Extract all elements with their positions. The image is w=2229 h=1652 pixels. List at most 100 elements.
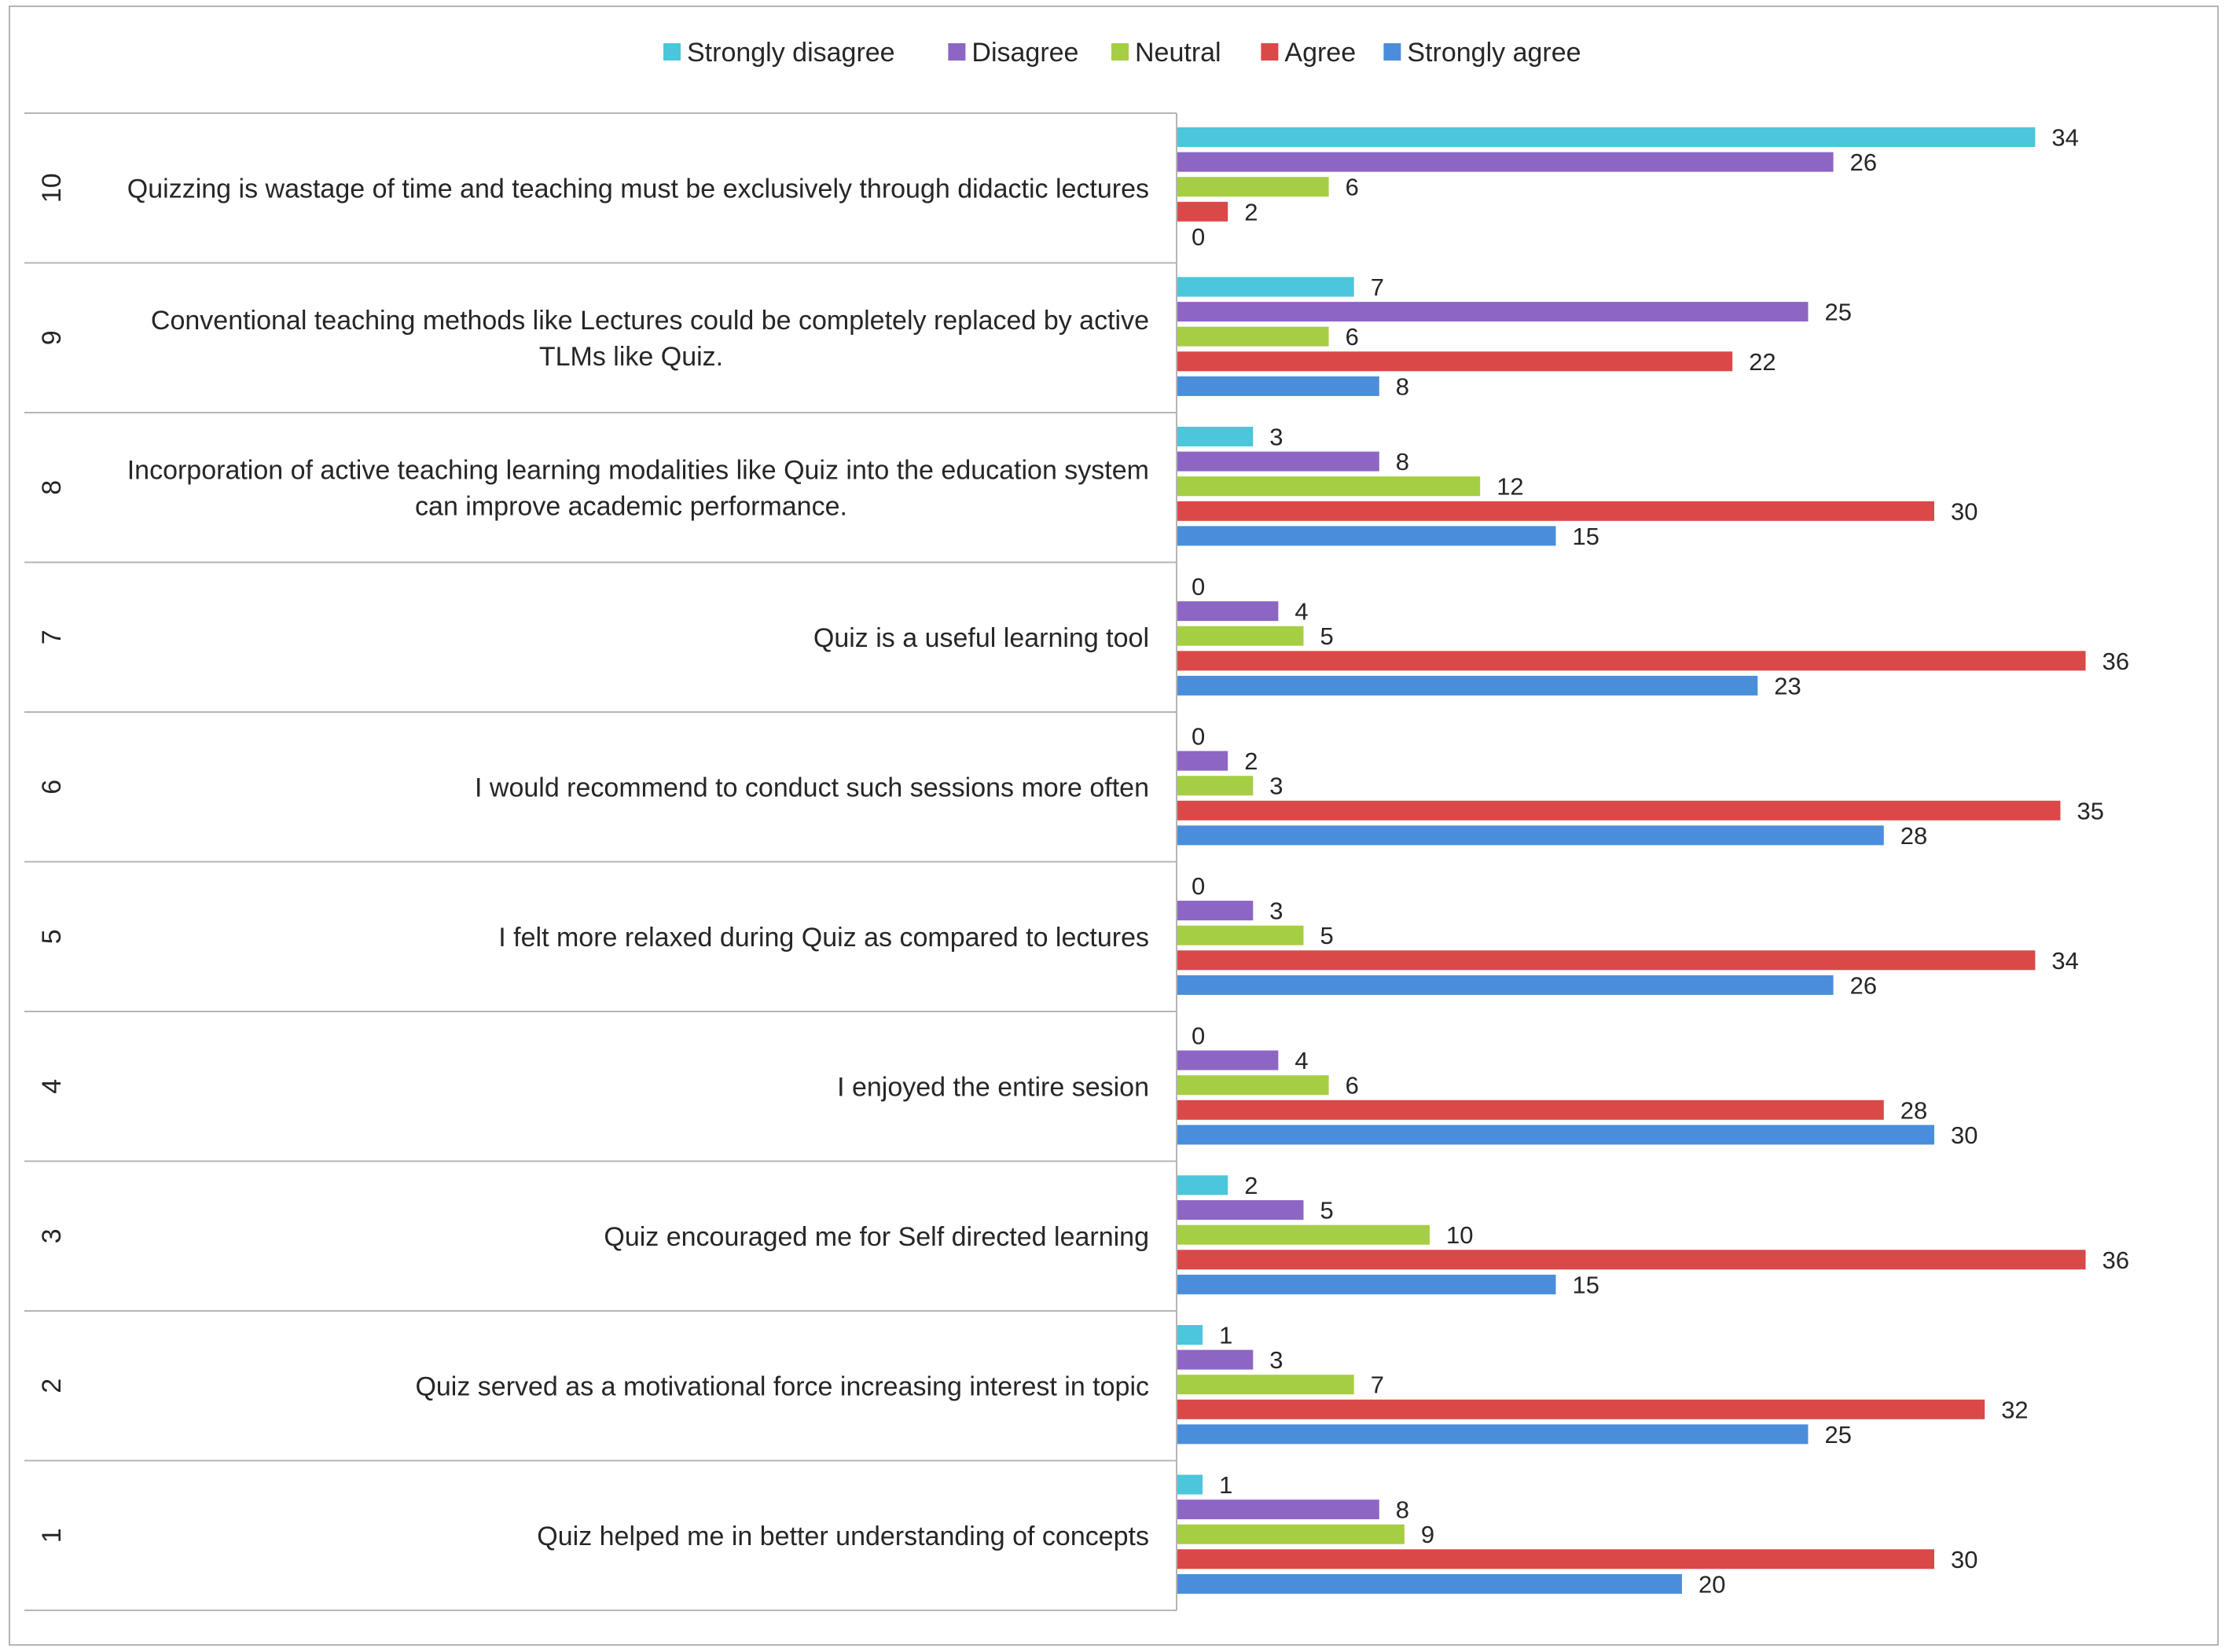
value-label: 1	[1219, 1322, 1232, 1349]
value-label: 6	[1346, 174, 1359, 201]
bar-agree	[1177, 800, 2061, 820]
value-label: 4	[1294, 1047, 1308, 1074]
legend-label-2: Neutral	[1135, 38, 1221, 68]
value-label: 26	[1850, 149, 1877, 176]
value-label: 15	[1573, 523, 1599, 550]
bar-strongly-agree	[1177, 526, 1556, 546]
value-label: 22	[1749, 348, 1775, 376]
legend-swatch-4	[1383, 43, 1401, 61]
bar-disagree	[1177, 901, 1254, 921]
bar-strongly-agree	[1177, 376, 1379, 396]
value-label: 3	[1269, 424, 1283, 451]
question-label: Quiz is a useful learning tool	[813, 623, 1149, 653]
question-number: 8	[37, 480, 67, 495]
bar-strongly-agree	[1177, 1573, 1682, 1594]
bar-strongly-disagree	[1177, 1474, 1203, 1495]
question-number: 2	[37, 1379, 67, 1393]
value-label: 3	[1269, 773, 1283, 800]
bar-disagree	[1177, 601, 1279, 622]
value-label: 2	[1244, 1172, 1258, 1199]
bar-agree	[1177, 651, 2086, 671]
question-label: Quiz helped me in better understanding o…	[537, 1522, 1149, 1551]
bar-neutral	[1177, 1224, 1430, 1245]
bar-strongly-disagree	[1177, 277, 1354, 297]
legend-label-4: Strongly agree	[1407, 38, 1581, 68]
bar-strongly-disagree	[1177, 427, 1254, 446]
value-label: 2	[1244, 198, 1258, 226]
bar-strongly-disagree	[1177, 1175, 1228, 1195]
bar-neutral	[1177, 776, 1254, 796]
question-label: Quiz encouraged me for Self directed lea…	[604, 1222, 1149, 1252]
bar-strongly-agree	[1177, 1424, 1809, 1445]
bar-agree	[1177, 950, 2036, 971]
value-label: 2	[1244, 747, 1258, 775]
bar-neutral	[1177, 1075, 1329, 1096]
question-label: I enjoyed the entire sesion	[837, 1072, 1149, 1102]
legend-swatch-3	[1261, 43, 1279, 61]
value-label: 36	[2102, 1246, 2129, 1274]
legend-label-3: Agree	[1284, 38, 1356, 68]
bar-disagree	[1177, 302, 1809, 322]
question-label: can improve academic performance.	[415, 491, 847, 521]
legend-label-0: Strongly disagree	[687, 38, 895, 68]
value-label: 8	[1396, 373, 1409, 400]
value-label: 28	[1900, 822, 1927, 850]
value-label: 25	[1825, 299, 1852, 326]
value-label: 7	[1371, 1371, 1384, 1399]
value-label: 6	[1346, 323, 1359, 351]
bar-neutral	[1177, 626, 1304, 646]
value-label: 23	[1774, 672, 1801, 699]
chart-frame: Strongly disagree Disagree Neutral Agree Str…	[9, 6, 2219, 1646]
value-label: 12	[1496, 473, 1523, 501]
legend-swatch-2	[1111, 43, 1129, 61]
question-number: 9	[37, 330, 67, 345]
bar-strongly-disagree	[1177, 127, 2036, 147]
bar-strongly-agree	[1177, 825, 1884, 846]
value-label: 5	[1320, 622, 1334, 650]
value-label: 34	[2051, 124, 2078, 152]
value-label: 30	[1951, 497, 1977, 525]
question-label: Quiz served as a motivational force incr…	[415, 1371, 1149, 1401]
bar-agree	[1177, 1549, 1934, 1569]
question-label: Incorporation of active teaching learnin…	[127, 455, 1149, 485]
bar-strongly-agree	[1177, 1125, 1934, 1145]
bar-disagree	[1177, 1200, 1304, 1221]
question-number: 3	[37, 1228, 67, 1243]
value-label: 5	[1320, 1197, 1334, 1224]
bar-disagree	[1177, 451, 1379, 472]
bar-neutral	[1177, 1524, 1405, 1544]
bar-agree	[1177, 1399, 1985, 1419]
value-label: 28	[1900, 1096, 1927, 1124]
value-label: 25	[1825, 1421, 1852, 1448]
value-label: 3	[1269, 898, 1283, 925]
legend-swatch-0	[663, 43, 681, 61]
question-number: 6	[37, 780, 67, 795]
question-number: 10	[37, 173, 67, 203]
bar-neutral	[1177, 925, 1304, 945]
value-label: 7	[1371, 273, 1384, 301]
bar-strongly-agree	[1177, 675, 1758, 696]
bar-neutral	[1177, 177, 1329, 197]
chart-svg: Strongly disagree Disagree Neutral Agree Str…	[24, 38, 2129, 1611]
bar-neutral	[1177, 476, 1481, 497]
bar-agree	[1177, 501, 1934, 521]
value-label: 8	[1396, 1496, 1409, 1524]
question-number: 1	[37, 1528, 67, 1543]
value-label: 35	[2077, 797, 2104, 824]
value-label: 5	[1320, 922, 1334, 949]
value-label: 36	[2102, 648, 2129, 675]
value-label: 0	[1192, 872, 1205, 900]
legend-swatch-1	[948, 43, 966, 61]
value-label: 30	[1951, 1546, 1977, 1573]
bar-disagree	[1177, 1500, 1379, 1520]
bar-neutral	[1177, 326, 1329, 347]
bar-agree	[1177, 201, 1228, 222]
value-label: 6	[1346, 1072, 1359, 1099]
bar-disagree	[1177, 1349, 1254, 1370]
bar-disagree	[1177, 751, 1228, 771]
value-label: 0	[1192, 723, 1205, 751]
question-number: 7	[37, 630, 67, 644]
value-label: 4	[1294, 598, 1308, 626]
question-label: TLMs like Quiz.	[539, 342, 723, 372]
value-label: 1	[1219, 1471, 1232, 1499]
